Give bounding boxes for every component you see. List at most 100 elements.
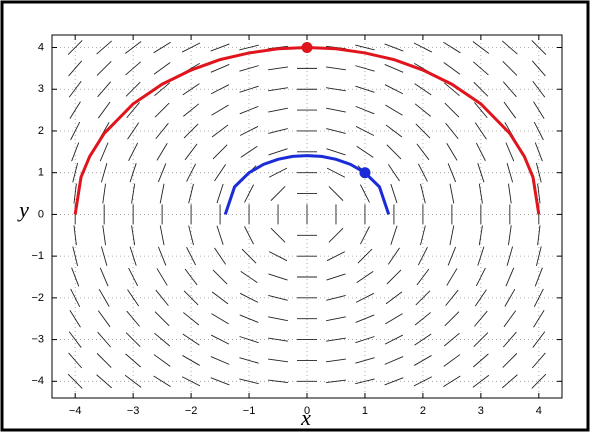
slope-segment — [447, 246, 457, 266]
slope-segment — [159, 225, 165, 246]
slope-segment — [156, 143, 168, 161]
slope-segment — [503, 310, 517, 328]
slope-segment — [182, 333, 200, 346]
slope-segment — [183, 123, 199, 139]
x-tick-label: −4 — [69, 405, 82, 417]
slope-segment — [501, 40, 518, 55]
slope-segment — [70, 121, 81, 141]
slope-segment — [98, 288, 110, 307]
slope-segment — [325, 379, 346, 383]
slope-segment — [154, 82, 171, 97]
slope-segment — [360, 184, 370, 203]
slope-segment — [268, 337, 288, 342]
slope-segment — [473, 353, 489, 368]
slope-segment — [268, 148, 288, 156]
slope-segment — [127, 122, 140, 140]
slope-segment — [239, 314, 259, 323]
slope-segment — [355, 105, 375, 115]
slope-segment — [126, 102, 140, 119]
slope-segment — [239, 336, 259, 344]
slope-segment — [475, 142, 486, 161]
slope-segment — [414, 83, 432, 96]
slope-segment — [531, 60, 546, 77]
slope-segment — [128, 267, 139, 287]
slope-segment — [71, 267, 80, 287]
slope-segment — [239, 357, 259, 364]
slope-segment — [211, 291, 229, 305]
slope-segment — [181, 42, 201, 53]
slope-segment — [474, 102, 488, 119]
slope-segment — [385, 104, 403, 116]
slope-segment — [72, 162, 79, 183]
slope-segment — [96, 60, 112, 76]
slope-segment — [537, 225, 541, 246]
slope-segment — [531, 352, 546, 369]
slope-segment — [97, 331, 112, 348]
slope-segment — [535, 246, 542, 266]
slope-segment — [131, 225, 136, 246]
slope-segment — [385, 124, 403, 138]
slope-segment — [100, 162, 108, 183]
slope-segment — [415, 123, 431, 139]
slope-segment — [241, 248, 257, 264]
slope-segment — [328, 227, 344, 243]
slope-segment — [97, 81, 112, 98]
slope-segment — [240, 271, 258, 283]
slope-segment — [477, 246, 485, 266]
slope-segment — [211, 104, 229, 116]
slope-segment — [502, 353, 518, 368]
slope-segment — [449, 183, 455, 204]
slope-segment — [210, 84, 230, 95]
slope-segment — [100, 246, 108, 266]
slope-segment — [384, 84, 404, 95]
slope-segment — [216, 225, 224, 245]
slope-segment — [239, 378, 259, 385]
slope-segment — [125, 61, 141, 76]
slope-segment — [70, 288, 81, 307]
slope-segment — [508, 225, 512, 246]
slope-segment — [210, 64, 230, 73]
slope-segment — [505, 142, 515, 162]
slope-segment — [355, 357, 375, 364]
slope-segment — [102, 225, 106, 246]
slope-segment — [212, 144, 228, 160]
slope-segment — [268, 358, 288, 363]
slope-segment — [159, 183, 165, 204]
slope-segment — [355, 314, 375, 323]
slope-segment — [414, 355, 432, 366]
x-tick-label: 3 — [478, 405, 484, 417]
slope-segment — [188, 183, 194, 204]
slope-segment — [443, 332, 460, 347]
slope-segment — [154, 102, 170, 118]
slope-segment — [155, 122, 169, 140]
slope-segment — [183, 103, 200, 117]
slope-segment — [478, 183, 483, 204]
slope-segment — [472, 374, 490, 388]
slope-segment — [326, 358, 346, 363]
slope-segment — [268, 379, 289, 383]
slope-segment — [386, 269, 402, 285]
slope-segment — [183, 290, 199, 306]
slope-segment — [326, 337, 346, 342]
slope-segment — [326, 128, 346, 134]
slope-segment — [69, 310, 81, 328]
slope-segment — [356, 271, 374, 283]
x-tick-label: −2 — [185, 405, 198, 417]
slope-segment — [355, 85, 375, 93]
slope-segment — [210, 356, 230, 365]
slope-segment — [125, 332, 141, 347]
slope-segment — [244, 226, 254, 245]
x-tick-label: 4 — [536, 405, 542, 417]
y-tick-label: −4 — [31, 375, 44, 387]
slope-segment — [384, 356, 404, 365]
slope-segment — [154, 332, 171, 347]
slope-segment — [416, 143, 430, 161]
slope-segment — [268, 87, 288, 92]
slope-segment — [153, 354, 171, 367]
slope-segment — [357, 248, 373, 264]
slope-segment — [384, 64, 404, 73]
slope-segment — [355, 336, 375, 344]
slope-segment — [447, 163, 457, 183]
slope-segment — [126, 310, 140, 327]
x-tick-label: −3 — [127, 405, 140, 417]
